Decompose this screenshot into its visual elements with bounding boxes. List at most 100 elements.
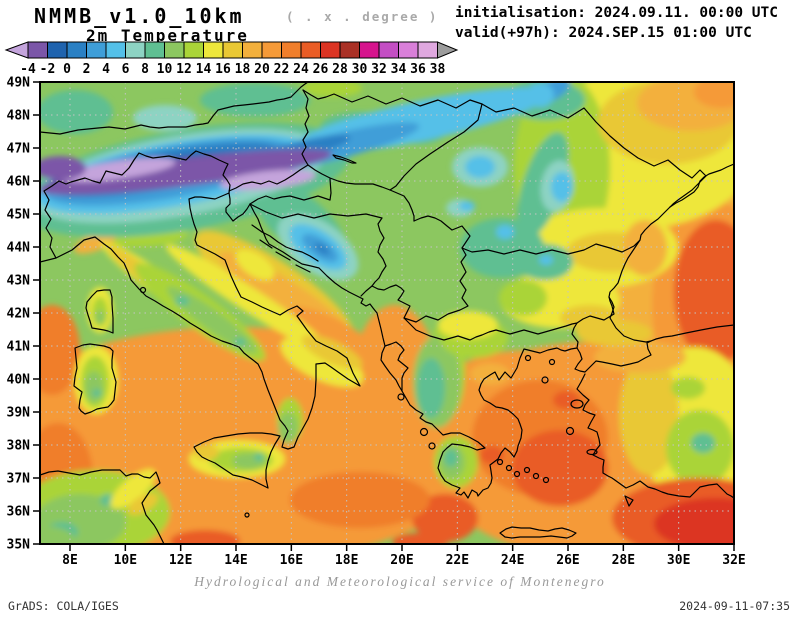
creation-timestamp: 2024-09-11-07:35 — [679, 599, 790, 613]
coastline-north-africa — [40, 469, 165, 544]
border-croatia-bosnia — [261, 231, 319, 262]
island-sardinia — [73, 343, 117, 415]
lat-tick-label: 39N — [7, 406, 31, 421]
border-montenegro-macedonia — [371, 247, 469, 323]
colorbar-tick-label: 16 — [215, 62, 231, 77]
island-crete — [499, 526, 577, 539]
colorbar-tick-label: 38 — [430, 62, 446, 77]
lat-tick-label: 49N — [7, 76, 31, 91]
lat-tick-label: 36N — [7, 505, 31, 520]
colorbar-tick-label: 6 — [122, 62, 130, 77]
island-lemnos — [541, 376, 549, 384]
border-danube — [413, 215, 641, 255]
colorbar-tick-label: 34 — [391, 62, 407, 77]
colorbar-tick-label: 2 — [83, 62, 91, 77]
lon-tick-label: 8E — [62, 553, 78, 568]
island-cyclades-2 — [505, 464, 513, 472]
border-greece-bulgaria-turkey — [403, 296, 615, 341]
islands-croatia-2 — [259, 239, 273, 249]
colorbar-tick-label: 0 — [63, 62, 71, 77]
lat-tick-label: 42N — [7, 307, 31, 322]
colorbar-tick-label: -4 — [20, 62, 36, 77]
axis-tick-labels: 49N 48N 47N 46N 45N 44N 43N 42N 41N 40N 39N 38N 37N 3… — [7, 76, 746, 569]
lat-tick-label: 38N — [7, 439, 31, 454]
island-samothraki — [548, 358, 556, 366]
island-cyclades-4 — [523, 466, 531, 474]
lat-tick-label: 43N — [7, 274, 31, 289]
colorbar-tick-label: 4 — [102, 62, 110, 77]
lat-tick-label: 48N — [7, 109, 31, 124]
lat-tick-label: 44N — [7, 241, 31, 256]
lat-tick-label: 41N — [7, 340, 31, 355]
islands-croatia-1 — [251, 224, 263, 233]
border-north-alpine — [40, 82, 309, 135]
lat-tick-label: 40N — [7, 373, 31, 388]
valid-time: valid(+97h): 2024.SEP.15 01:00 UTC — [455, 25, 752, 41]
model-resolution-note: ( . x . degree ) — [286, 9, 439, 24]
border-hungary-romania-serbia — [389, 103, 483, 191]
islands-croatia-4 — [295, 264, 311, 273]
island-elba — [139, 286, 147, 294]
island-samos — [586, 448, 598, 456]
island-zakynthos — [428, 442, 436, 450]
coastline-europe — [40, 192, 734, 499]
island-malta — [244, 512, 250, 518]
coastlines-and-borders — [40, 82, 734, 544]
colorbar-tick-label: 32 — [371, 62, 387, 77]
temperature-field — [40, 82, 734, 544]
colorbar-tick-label: -2 — [40, 62, 56, 77]
lon-tick-label: 30E — [667, 553, 690, 568]
lat-tick-label: 45N — [7, 208, 31, 223]
colorbar-tick-label: 26 — [313, 62, 329, 77]
lon-tick-label: 32E — [722, 553, 745, 568]
lat-tick-label: 46N — [7, 175, 31, 190]
island-cyclades-6 — [542, 476, 550, 484]
island-kefalonia — [419, 427, 429, 437]
axis-ticks — [33, 81, 735, 551]
colorbar-tick-label: 36 — [410, 62, 426, 77]
grads-credit: GrADS: COLA/IGES — [8, 599, 119, 613]
coastline-odesa — [669, 163, 734, 208]
lat-tick-label: 35N — [7, 538, 31, 553]
colorbar-tick-label: 14 — [196, 62, 212, 77]
island-rhodes — [624, 495, 634, 507]
lon-tick-label: 10E — [114, 553, 137, 568]
lon-tick-label: 22E — [446, 553, 469, 568]
coastline-turkey-aegean — [576, 373, 734, 499]
border-evros — [571, 322, 579, 349]
island-sicily — [193, 432, 281, 489]
colorbar-tick-label: 8 — [141, 62, 149, 77]
border-albania-greece — [384, 341, 409, 392]
service-credit: Hydrological and Meteorological service … — [194, 574, 606, 589]
lon-tick-label: 24E — [501, 553, 524, 568]
colorbar-tick-label: 30 — [352, 62, 368, 77]
island-thasos — [524, 354, 532, 362]
lon-tick-label: 12E — [169, 553, 192, 568]
lat-tick-label: 47N — [7, 142, 31, 157]
border-alps-west — [43, 150, 231, 259]
coastline-blacksea-west — [608, 206, 671, 343]
border-pannonia-north — [302, 89, 707, 208]
island-cyclades-5 — [532, 472, 540, 480]
island-chios — [565, 426, 575, 436]
border-sava-drina — [249, 203, 387, 297]
field-title: 2m Temperature — [86, 26, 249, 45]
lon-tick-label: 18E — [335, 553, 358, 568]
island-cyclades-3 — [513, 470, 521, 478]
colorbar-tick-label: 10 — [157, 62, 173, 77]
initialisation-time: initialisation: 2024.09.11. 00:00 UTC — [455, 5, 779, 21]
island-corsica — [85, 289, 114, 334]
island-cyclades-1 — [496, 458, 504, 466]
model-title: NMMB_v1.0_10km — [34, 4, 245, 28]
colorbar-tick-label: 28 — [332, 62, 348, 77]
colorbar-above-max-arrow — [437, 41, 459, 59]
lat-tick-label: 37N — [7, 472, 31, 487]
lon-tick-label: 16E — [280, 553, 303, 568]
islands-croatia-3 — [275, 251, 291, 261]
colorbar-tick-label: 18 — [235, 62, 251, 77]
lon-tick-label: 14E — [224, 553, 247, 568]
lon-tick-label: 26E — [556, 553, 579, 568]
colorbar-tick-label: 24 — [293, 62, 309, 77]
